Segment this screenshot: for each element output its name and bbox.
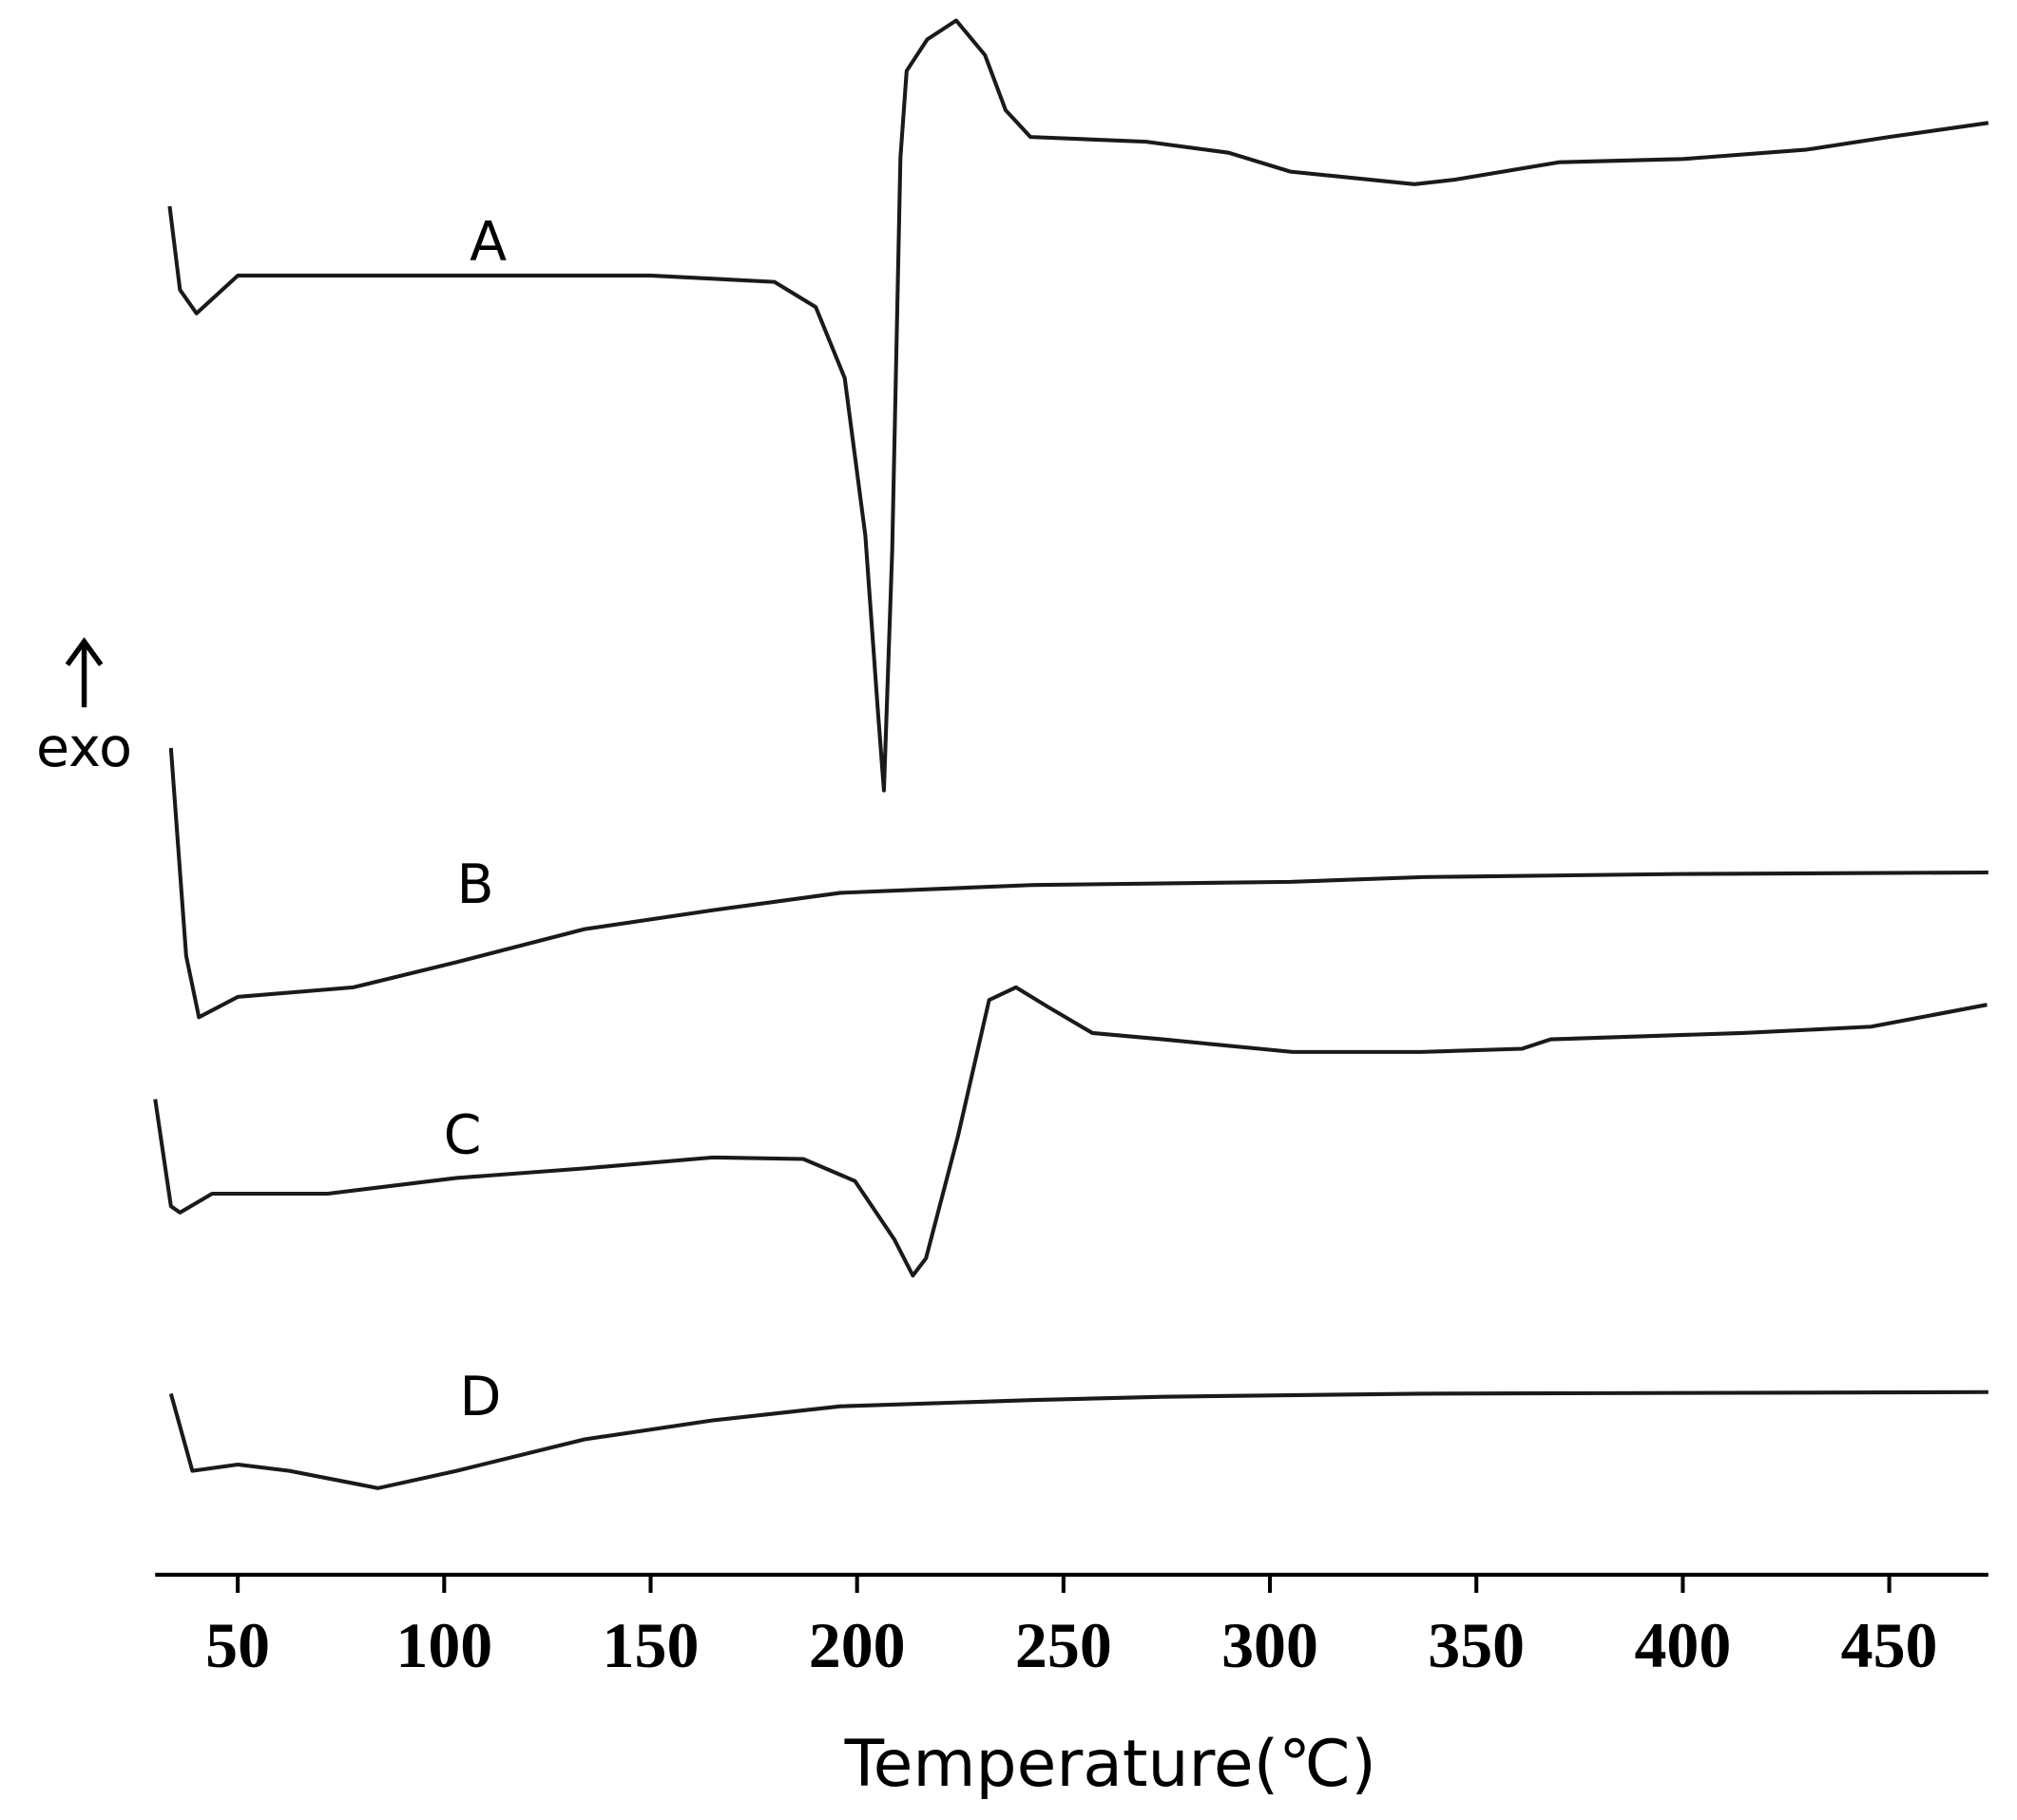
x-tick-label: 250 [1015,1609,1112,1681]
y-axis-label: exo [36,717,132,779]
exo-arrow-head [65,637,104,667]
x-tick-label: 450 [1841,1609,1938,1681]
x-tick-label: 300 [1221,1609,1318,1681]
curve-label: A [470,211,507,274]
curve [167,18,1989,793]
x-tick-label: 400 [1634,1609,1731,1681]
x-tick-label: 150 [603,1609,700,1681]
curve [168,1389,1988,1490]
x-tick-label: 50 [205,1609,270,1681]
curve [168,747,1988,1020]
curve [153,985,1988,1278]
x-axis-label: Temperature(℃) [844,1727,1376,1802]
curve-label: D [460,1366,502,1428]
x-tick-label: 100 [395,1609,492,1681]
curve-label: B [457,853,494,916]
curve-label: C [444,1104,482,1167]
x-tick-label: 200 [809,1609,906,1681]
x-tick-label: 350 [1428,1609,1525,1681]
